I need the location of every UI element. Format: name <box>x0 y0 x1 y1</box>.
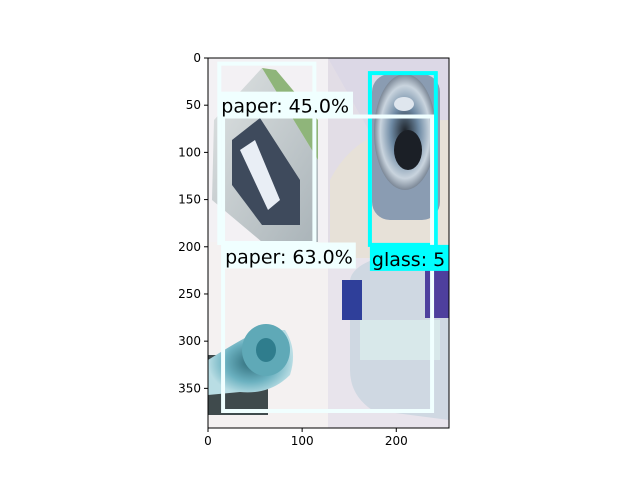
detection-label-1: glass: 5 <box>372 249 445 271</box>
detection-label-bg-2 <box>222 242 356 269</box>
photo-image <box>208 58 449 428</box>
y-axis: 0 50 100 150 200 250 300 350 <box>178 51 208 395</box>
detection-label-bg-0 <box>219 91 354 118</box>
y-tick-label: 350 <box>178 381 201 395</box>
x-tick-label: 0 <box>204 434 212 448</box>
glass-bottle-photo <box>208 324 294 415</box>
x-tick-label: 200 <box>385 434 408 448</box>
detection-label-0: paper: 45.0% <box>221 96 349 118</box>
y-tick-label: 0 <box>193 51 201 65</box>
detections-layer: paper: 45.0% glass: 5 paper: 63.0% <box>217 61 449 414</box>
detection-label-bg-1 <box>369 244 449 271</box>
x-tick-label: 100 <box>291 434 314 448</box>
can-photo <box>372 74 440 220</box>
y-tick-label: 100 <box>178 145 201 159</box>
y-tick-label: 200 <box>178 240 201 254</box>
y-tick-label: 50 <box>186 98 201 112</box>
y-tick-label: 300 <box>178 334 201 348</box>
x-axis: 0 100 200 <box>204 428 408 448</box>
paper-item-photo <box>212 68 318 242</box>
y-tick-label: 150 <box>178 193 201 207</box>
jug-photo <box>342 252 449 420</box>
y-tick-label: 250 <box>178 287 201 301</box>
detection-label-2: paper: 63.0% <box>225 247 353 269</box>
axes-frame <box>207 57 450 429</box>
